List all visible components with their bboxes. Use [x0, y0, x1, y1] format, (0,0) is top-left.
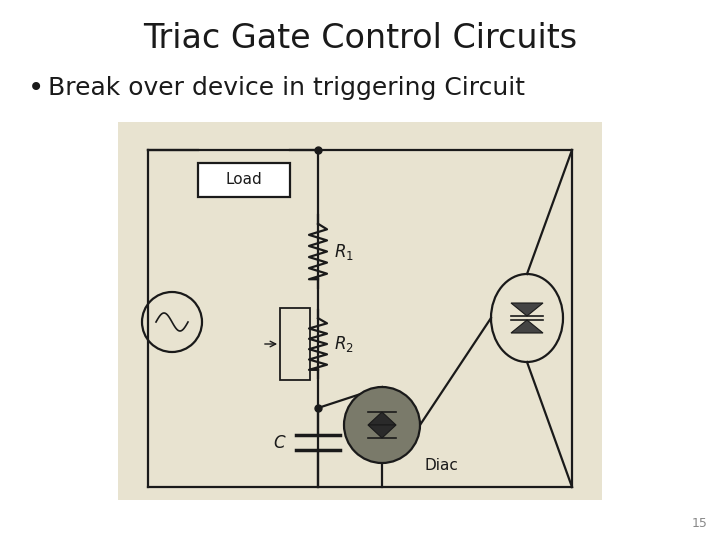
Polygon shape [511, 303, 543, 316]
Text: $C$: $C$ [273, 434, 287, 451]
Text: $R_2$: $R_2$ [334, 334, 354, 354]
Bar [280, 308, 310, 380]
Text: Diac: Diac [424, 458, 458, 473]
Text: Triac Gate Control Circuits: Triac Gate Control Circuits [143, 22, 577, 55]
FancyBboxPatch shape [118, 122, 602, 500]
Text: 15: 15 [692, 517, 708, 530]
Text: •: • [28, 74, 44, 102]
Text: $R_1$: $R_1$ [334, 241, 354, 261]
Text: Load: Load [225, 172, 262, 187]
Polygon shape [511, 320, 543, 333]
Text: Break over device in triggering Circuit: Break over device in triggering Circuit [48, 76, 525, 100]
Bar [198, 163, 290, 197]
Circle shape [344, 387, 420, 463]
Polygon shape [368, 412, 396, 425]
Polygon shape [368, 425, 396, 438]
